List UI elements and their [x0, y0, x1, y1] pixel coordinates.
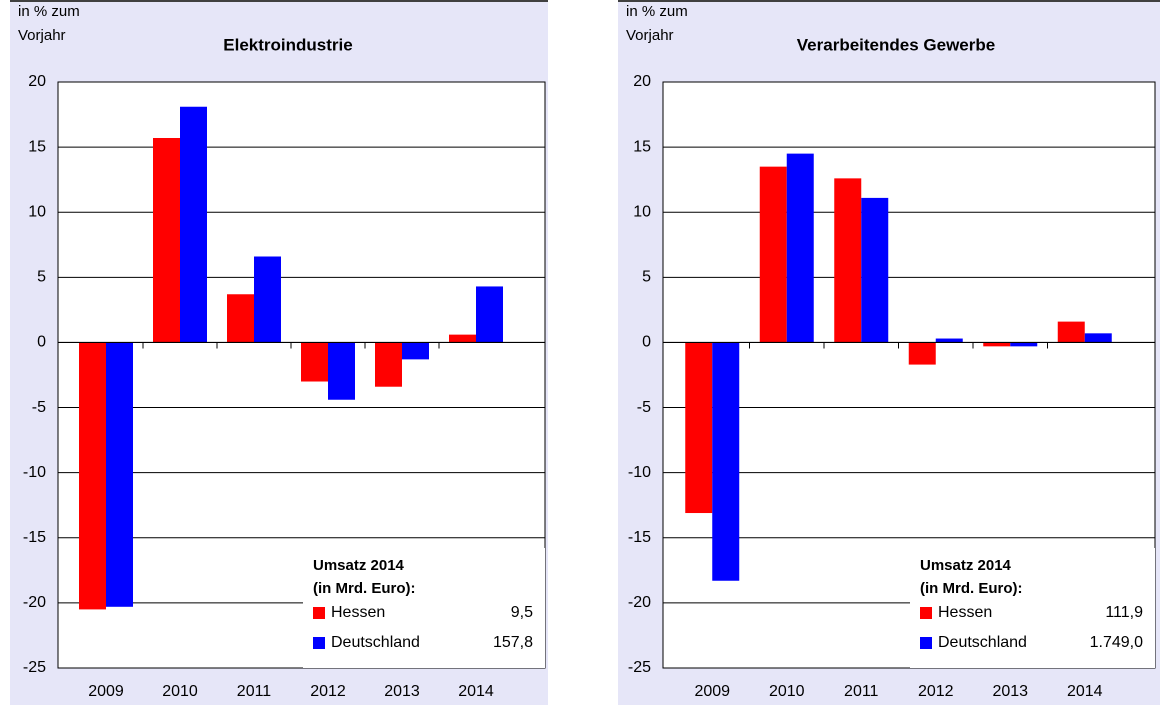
bar	[79, 342, 106, 610]
legend-revenue: 1.749,0	[1090, 634, 1143, 651]
y-tick-label: -20	[628, 594, 651, 611]
legend-revenue: 111,9	[1105, 604, 1143, 621]
bar	[1084, 333, 1112, 343]
legend-swatch	[313, 607, 325, 619]
y-tick-label: 20	[28, 73, 46, 90]
legend-label: Deutschland	[938, 634, 1027, 651]
bar	[834, 178, 862, 343]
y-tick-label: -15	[23, 529, 46, 546]
bar	[908, 342, 936, 365]
bar	[402, 342, 429, 360]
y-axis-label: in % zum	[626, 3, 688, 20]
legend-label: Deutschland	[331, 634, 420, 651]
y-tick-label: -10	[628, 464, 651, 481]
y-tick-label: 5	[37, 269, 46, 286]
y-tick-label: 0	[642, 334, 651, 351]
x-tick-label: 2010	[162, 683, 198, 700]
bar	[301, 342, 328, 382]
x-tick-label: 2013	[992, 683, 1028, 700]
x-tick-label: 2009	[694, 683, 730, 700]
bar	[1010, 342, 1038, 347]
y-tick-label: -25	[628, 659, 651, 676]
x-tick-label: 2012	[918, 683, 954, 700]
x-tick-label: 2012	[310, 683, 346, 700]
y-tick-label: -5	[637, 399, 651, 416]
legend-label: Hessen	[938, 604, 992, 621]
bar	[476, 286, 503, 343]
y-tick-label: -15	[628, 529, 651, 546]
y-tick-label: 10	[633, 203, 651, 220]
y-tick-label: 0	[37, 334, 46, 351]
bar	[685, 342, 713, 514]
y-tick-label: 5	[642, 269, 651, 286]
bar	[328, 342, 355, 400]
x-tick-label: 2014	[1067, 683, 1103, 700]
legend-box	[303, 548, 545, 668]
y-axis-label: Vorjahr	[626, 27, 674, 44]
x-tick-label: 2011	[844, 683, 879, 700]
chart-title: Verarbeitendes Gewerbe	[797, 35, 995, 54]
x-tick-label: 2011	[237, 683, 272, 700]
bar	[375, 342, 402, 387]
legend-revenue: 157,8	[493, 634, 533, 651]
y-tick-label: -10	[23, 464, 46, 481]
bar	[1057, 321, 1085, 343]
legend-swatch	[920, 607, 932, 619]
legend-title: (in Mrd. Euro):	[920, 580, 1022, 597]
x-tick-label: 2013	[384, 683, 420, 700]
bar	[712, 342, 740, 581]
bar	[935, 338, 963, 343]
legend-title: Umsatz 2014	[313, 557, 405, 574]
x-tick-label: 2010	[769, 683, 805, 700]
bar	[759, 166, 787, 343]
chart-title: Elektroindustrie	[223, 35, 352, 54]
y-tick-label: 15	[28, 138, 46, 155]
bar	[227, 294, 254, 343]
bar	[449, 334, 476, 343]
legend-box	[910, 548, 1155, 668]
bar	[983, 342, 1011, 347]
legend-title: Umsatz 2014	[920, 557, 1012, 574]
y-tick-label: 20	[633, 73, 651, 90]
legend-revenue: 9,5	[511, 604, 533, 621]
plot-border	[57, 81, 546, 669]
legend-swatch	[920, 637, 932, 649]
bar	[786, 153, 814, 343]
y-tick-label: -5	[32, 399, 46, 416]
legend-title: (in Mrd. Euro):	[313, 580, 415, 597]
bar	[106, 342, 133, 607]
y-axis-label: in % zum	[18, 3, 80, 20]
y-tick-label: 10	[28, 203, 46, 220]
x-tick-label: 2009	[88, 683, 124, 700]
bar	[254, 256, 281, 343]
legend-swatch	[313, 637, 325, 649]
bar	[153, 137, 180, 343]
x-tick-label: 2014	[458, 683, 494, 700]
y-tick-label: -25	[23, 659, 46, 676]
y-tick-label: 15	[633, 138, 651, 155]
y-axis-label: Vorjahr	[18, 27, 66, 44]
plot-border	[662, 81, 1156, 669]
bar	[180, 106, 207, 343]
bar	[861, 197, 889, 343]
legend-label: Hessen	[331, 604, 385, 621]
y-tick-label: -20	[23, 594, 46, 611]
